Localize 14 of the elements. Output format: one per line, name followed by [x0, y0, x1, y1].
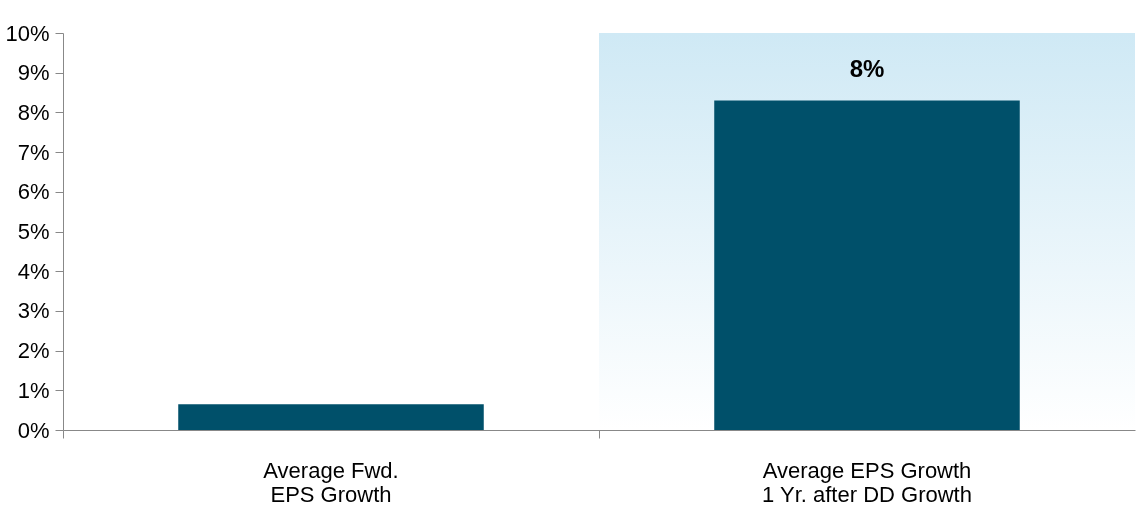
x-tick-label: Average Fwd. EPS Growth: [263, 457, 399, 507]
y-tick-label: 10%: [5, 20, 50, 46]
y-tick-label: 7%: [17, 139, 50, 165]
y-tick-label: 3%: [17, 298, 50, 324]
y-tick-label: 1%: [17, 377, 50, 403]
y-tick-label: 8%: [17, 99, 50, 125]
y-tick-label: 4%: [17, 258, 50, 284]
y-tick-label: 6%: [17, 179, 50, 205]
y-tick-label: 5%: [17, 219, 50, 244]
y-tick-label: 2%: [17, 338, 50, 364]
x-tick-label: Average EPS Growth 1 Yr. after DD Growth: [762, 457, 972, 507]
data-label: 8%: [849, 55, 885, 83]
y-tick-label: 9%: [17, 60, 50, 86]
y-tick-label: 0%: [17, 417, 50, 443]
